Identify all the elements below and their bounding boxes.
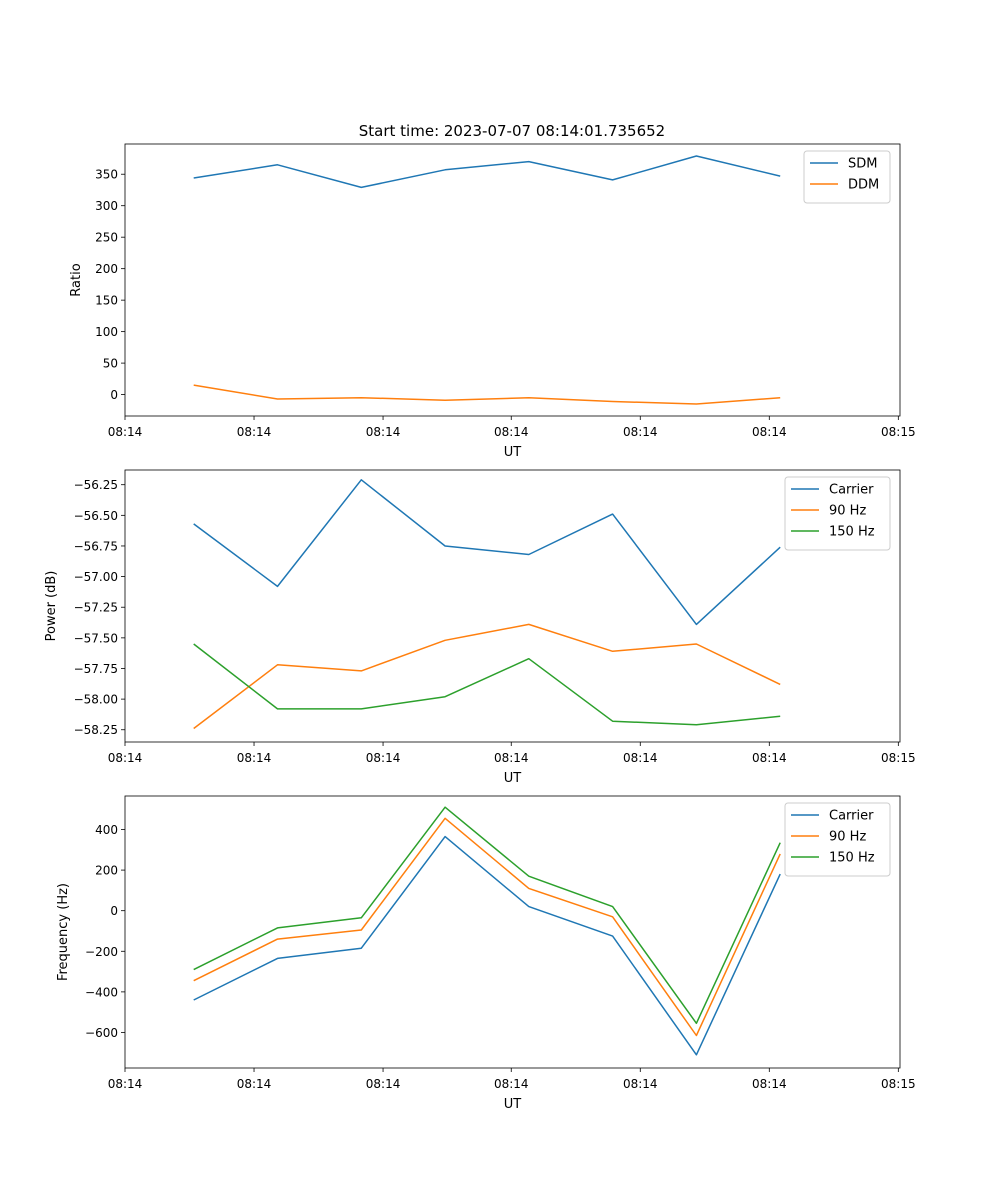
y-tick-label: 200: [95, 262, 118, 276]
x-axis-label: UT: [504, 1097, 522, 1112]
x-tick-label: 08:14: [237, 1077, 272, 1091]
chart-panel-1: 0 50 100 150 200 250 300 350 08:14 08:14 08:14 08:1…: [69, 143, 916, 460]
legend-label: SDM: [848, 157, 877, 172]
plot-frame: [124, 795, 901, 1069]
plot-frame: [124, 469, 901, 743]
x-tick-label: 08:14: [237, 425, 272, 439]
x-tick-label: 08:14: [108, 425, 143, 439]
x-tick-label: 08:14: [108, 751, 143, 765]
y-tick-label: −56.75: [74, 539, 118, 553]
figure-title: Start time: 2023-07-07 08:14:01.735652: [359, 122, 665, 140]
y-tick-label: 300: [95, 199, 118, 213]
y-tick-label: −600: [85, 1026, 118, 1040]
y-tick-label: 50: [103, 357, 118, 371]
y-tick-label: 350: [95, 168, 118, 182]
y-tick-label: 0: [110, 388, 118, 402]
x-tick-label: 08:14: [494, 425, 529, 439]
x-tick-label: 08:14: [752, 1077, 787, 1091]
legend-label: Carrier: [829, 483, 874, 498]
x-axis-label: UT: [504, 771, 522, 786]
chart-panel-2: −58.25 −58.00 −57.75 −57.50 −57.25 −57.00 −56.…: [44, 469, 916, 786]
y-tick-label: 150: [95, 294, 118, 308]
y-axis-label: Frequency (Hz): [56, 883, 71, 981]
legend-label: 90 Hz: [829, 830, 866, 845]
y-axis-label: Power (dB): [44, 571, 59, 642]
legend-box: [803, 150, 891, 204]
y-tick-label: −58.25: [74, 723, 118, 737]
legend: Carrier 90 Hz 150 Hz: [784, 802, 891, 877]
x-tick-label: 08:14: [752, 751, 787, 765]
y-tick-label: 100: [95, 325, 118, 339]
y-tick-label: −57.00: [74, 570, 118, 584]
x-tick-label: 08:14: [366, 1077, 401, 1091]
x-tick-label: 08:14: [623, 1077, 658, 1091]
x-tick-label: 08:15: [881, 425, 916, 439]
x-tick-label: 08:14: [623, 425, 658, 439]
series-line-90-hz: [193, 623, 781, 730]
series-line-carrier: [193, 479, 781, 626]
y-tick-label: −57.25: [74, 601, 118, 615]
y-tick-label: 250: [95, 231, 118, 245]
series-line-ddm: [193, 384, 781, 405]
plot-frame: [124, 143, 901, 417]
series-line-150-hz: [193, 806, 781, 1025]
y-tick-label: 200: [95, 864, 118, 878]
y-tick-label: −200: [85, 945, 118, 959]
x-tick-label: 08:14: [494, 1077, 529, 1091]
x-axis-label: UT: [504, 445, 522, 460]
legend: Carrier 90 Hz 150 Hz: [784, 476, 891, 551]
y-tick-label: 400: [95, 823, 118, 837]
legend-label: 150 Hz: [829, 525, 875, 540]
chart-panel-3: −600 −400 −200 0 200 400 08:14 08:14 08:14 08:14 0…: [56, 795, 916, 1112]
series-line-90-hz: [193, 817, 781, 1037]
y-axis-label: Ratio: [69, 263, 84, 296]
x-tick-label: 08:15: [881, 751, 916, 765]
x-tick-label: 08:14: [494, 751, 529, 765]
y-tick-label: −57.75: [74, 662, 118, 676]
legend: SDM DDM: [803, 150, 891, 204]
series-line-sdm: [193, 155, 781, 189]
y-tick-label: −400: [85, 985, 118, 999]
x-tick-label: 08:14: [366, 751, 401, 765]
y-tick-label: 0: [110, 904, 118, 918]
x-tick-label: 08:14: [752, 425, 787, 439]
x-tick-label: 08:14: [366, 425, 401, 439]
y-tick-label: −57.50: [74, 631, 118, 645]
x-tick-label: 08:14: [623, 751, 658, 765]
x-tick-label: 08:14: [108, 1077, 143, 1091]
y-tick-label: −58.00: [74, 693, 118, 707]
x-tick-label: 08:15: [881, 1077, 916, 1091]
legend-label: 150 Hz: [829, 851, 875, 866]
legend-label: 90 Hz: [829, 504, 866, 519]
y-tick-label: −56.50: [74, 509, 118, 523]
x-tick-label: 08:14: [237, 751, 272, 765]
y-tick-label: −56.25: [74, 478, 118, 492]
legend-label: Carrier: [829, 809, 874, 824]
series-line-carrier: [193, 835, 781, 1056]
legend-label: DDM: [848, 178, 879, 193]
series-line-150-hz: [193, 643, 781, 726]
